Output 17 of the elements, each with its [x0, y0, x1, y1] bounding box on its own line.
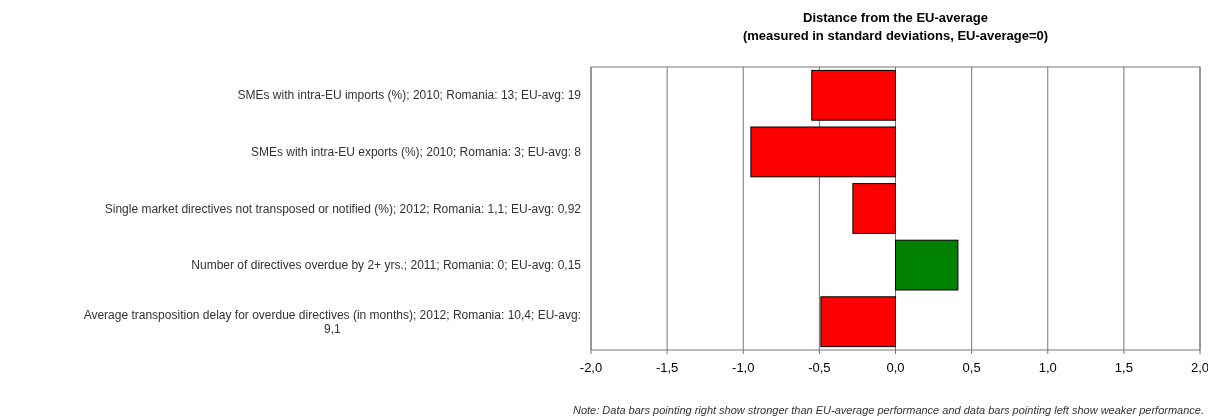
- x-tick-label: 0,0: [886, 360, 905, 375]
- text: Note: Data bars pointing right show stronger than EU-average performance and data bars pointing left show weaker performance.: [572, 404, 1204, 416]
- x-tick-label: 1,5: [1114, 360, 1133, 375]
- y-tick-label: Average transposition delay for overdue directives (in months); 2012; Romania: 10,4; EU-avg: 9,1: [83, 307, 581, 336]
- x-tick-label: 1,0: [1038, 360, 1057, 375]
- x-tick-label: -1,0: [732, 360, 755, 375]
- chart-subtitle: (measured in standard deviations, EU-average=0): [742, 28, 1049, 43]
- y-tick-label: SMEs with intra-EU imports (%); 2010; Romania: 13; EU-avg: 19: [237, 88, 582, 103]
- x-tick-label: 2,0: [1190, 360, 1210, 375]
- x-tick-label: -2,0: [579, 360, 603, 375]
- y-tick-label: Single market directives not transposed or notified (%); 2012; Romania: 1,1; EU-avg: 0,92: [104, 201, 582, 216]
- x-tick-label: 0,5: [962, 360, 981, 375]
- y-tick-label: SMEs with intra-EU exports (%); 2010; Romania: 3; EU-avg: 8: [250, 144, 582, 159]
- y-tick-label: Number of directives overdue by 2+ yrs.; 2011; Romania: 0; EU-avg: 0,15: [191, 258, 582, 273]
- x-tick-label: -1,5: [655, 360, 679, 375]
- x-tick-label: -0,5: [808, 360, 831, 375]
- chart-title: Distance from the EU-average: [803, 10, 988, 25]
